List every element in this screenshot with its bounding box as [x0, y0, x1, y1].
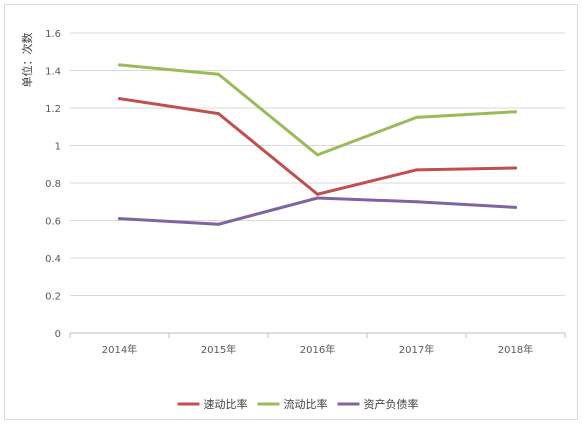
data-point [118, 63, 121, 67]
data-point [118, 97, 121, 101]
legend-label: 流动比率 [284, 397, 328, 411]
x-tick-label: 2016年 [300, 343, 335, 356]
series-lines [118, 63, 517, 226]
y-axis-ticks: 0 0.2 0.4 0.6 0.8 1 1.2 1.4 1.6 [45, 29, 61, 340]
y-axis-label: 单位：次数 [20, 33, 34, 88]
x-axis-ticks: 2014年 2015年 2016年 2017年 2018年 [102, 343, 533, 356]
legend-label: 资产负债率 [364, 397, 419, 411]
y-tick-label: 1.6 [45, 29, 61, 40]
x-tick-label: 2014年 [102, 343, 137, 356]
data-point [415, 200, 418, 204]
x-tick-label: 2018年 [498, 343, 533, 356]
legend-label: 速动比率 [204, 397, 248, 411]
y-tick-label: 0.8 [45, 179, 61, 190]
y-tick-label: 1 [55, 142, 61, 153]
y-tick-label: 0.2 [45, 292, 61, 303]
data-point [217, 72, 220, 76]
data-point [217, 222, 220, 226]
chart-frame [4, 4, 578, 420]
series-line-2 [118, 63, 517, 157]
data-point [316, 192, 319, 196]
data-point [316, 196, 319, 200]
y-tick-label: 1.2 [45, 104, 61, 115]
data-point [415, 115, 418, 119]
x-tick-label: 2015年 [201, 343, 236, 356]
y-tick-label: 1.4 [45, 67, 61, 78]
gridlines [69, 32, 566, 338]
data-point [415, 168, 418, 172]
data-point [118, 217, 121, 221]
data-point [514, 205, 517, 209]
data-point [514, 166, 517, 170]
data-point [514, 110, 517, 114]
series-line-1 [118, 97, 517, 196]
legend: 速动比率 流动比率 资产负债率 [177, 397, 419, 411]
y-tick-label: 0.4 [45, 254, 61, 265]
data-point [316, 153, 319, 157]
y-tick-label: 0.6 [45, 217, 61, 228]
data-point [217, 112, 220, 116]
x-tick-label: 2017年 [399, 343, 434, 356]
y-tick-label: 0 [55, 329, 61, 340]
